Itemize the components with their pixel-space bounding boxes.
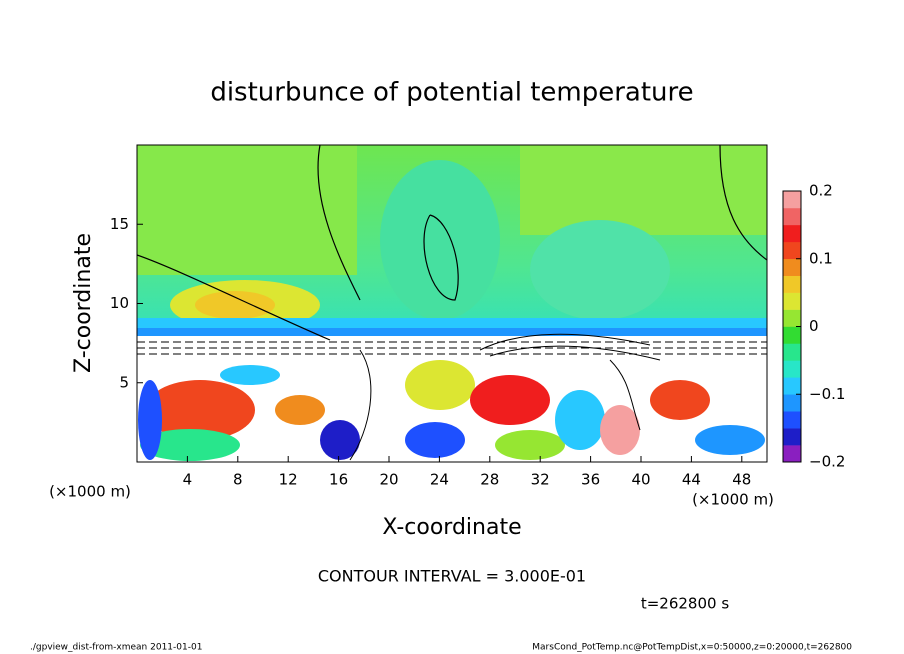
colorbar-swatch [783, 394, 801, 412]
x-unit-label: (×1000 m) [49, 483, 131, 501]
colorbar-swatch [783, 258, 801, 276]
y-tick-label: 5 [119, 373, 129, 391]
footer-right: MarsCond_PotTemp.nc@PotTempDist,x=0:5000… [532, 643, 852, 653]
x-tick-label: 16 [329, 471, 348, 489]
colorbar-swatch [783, 191, 801, 209]
x-tick-label: 4 [183, 471, 193, 489]
y-tick-label: 15 [110, 215, 129, 233]
colorbar-tick-label: −0.1 [809, 385, 845, 403]
chart-title: disturbunce of potential temperature [210, 78, 693, 108]
colorbar-swatch [783, 224, 801, 243]
x-tick-label: 12 [279, 471, 298, 489]
colorbar-swatch [783, 292, 801, 310]
contour-interval: CONTOUR INTERVAL = 3.000E-01 [318, 567, 586, 586]
colorbar-swatch [783, 360, 801, 378]
colorbar-swatch [783, 309, 801, 327]
contour-field [137, 145, 767, 462]
footer-left: ./gpview_dist-from-xmean 2011-01-01 [30, 643, 202, 653]
y-tick-label: 10 [110, 294, 129, 312]
colorbar-swatch [783, 241, 801, 260]
x-tick-label: 28 [480, 471, 499, 489]
colorbar-swatch [783, 343, 801, 361]
colorbar-swatch [783, 326, 801, 344]
x-tick-label: 40 [631, 471, 650, 489]
colorbar-swatch [783, 445, 801, 463]
colorbar-swatch [783, 428, 801, 446]
x-tick-label: 20 [379, 471, 398, 489]
colorbar-swatch [783, 377, 801, 395]
x-tick-label: 36 [581, 471, 600, 489]
colorbar-swatch [783, 275, 801, 293]
time-label: t=262800 s [641, 595, 729, 613]
colorbar-swatch [783, 207, 801, 226]
x-axis-label: X-coordinate [382, 515, 521, 540]
x-tick-label: 48 [732, 471, 751, 489]
x-tick-label: 8 [233, 471, 243, 489]
colorbar-swatch [783, 411, 801, 429]
colorbar-tick-label: −0.2 [809, 453, 845, 471]
y-axis-label: Z-coordinate [71, 233, 96, 373]
colorbar-tick-label: 0.2 [809, 182, 833, 200]
colorbar-tick-label: 0.1 [809, 249, 833, 267]
x-tick-label: 32 [531, 471, 550, 489]
colorbar-tick-label: 0 [809, 317, 819, 335]
x-unit-label: (×1000 m) [692, 491, 774, 509]
x-tick-label: 24 [430, 471, 449, 489]
x-tick-label: 44 [682, 471, 701, 489]
